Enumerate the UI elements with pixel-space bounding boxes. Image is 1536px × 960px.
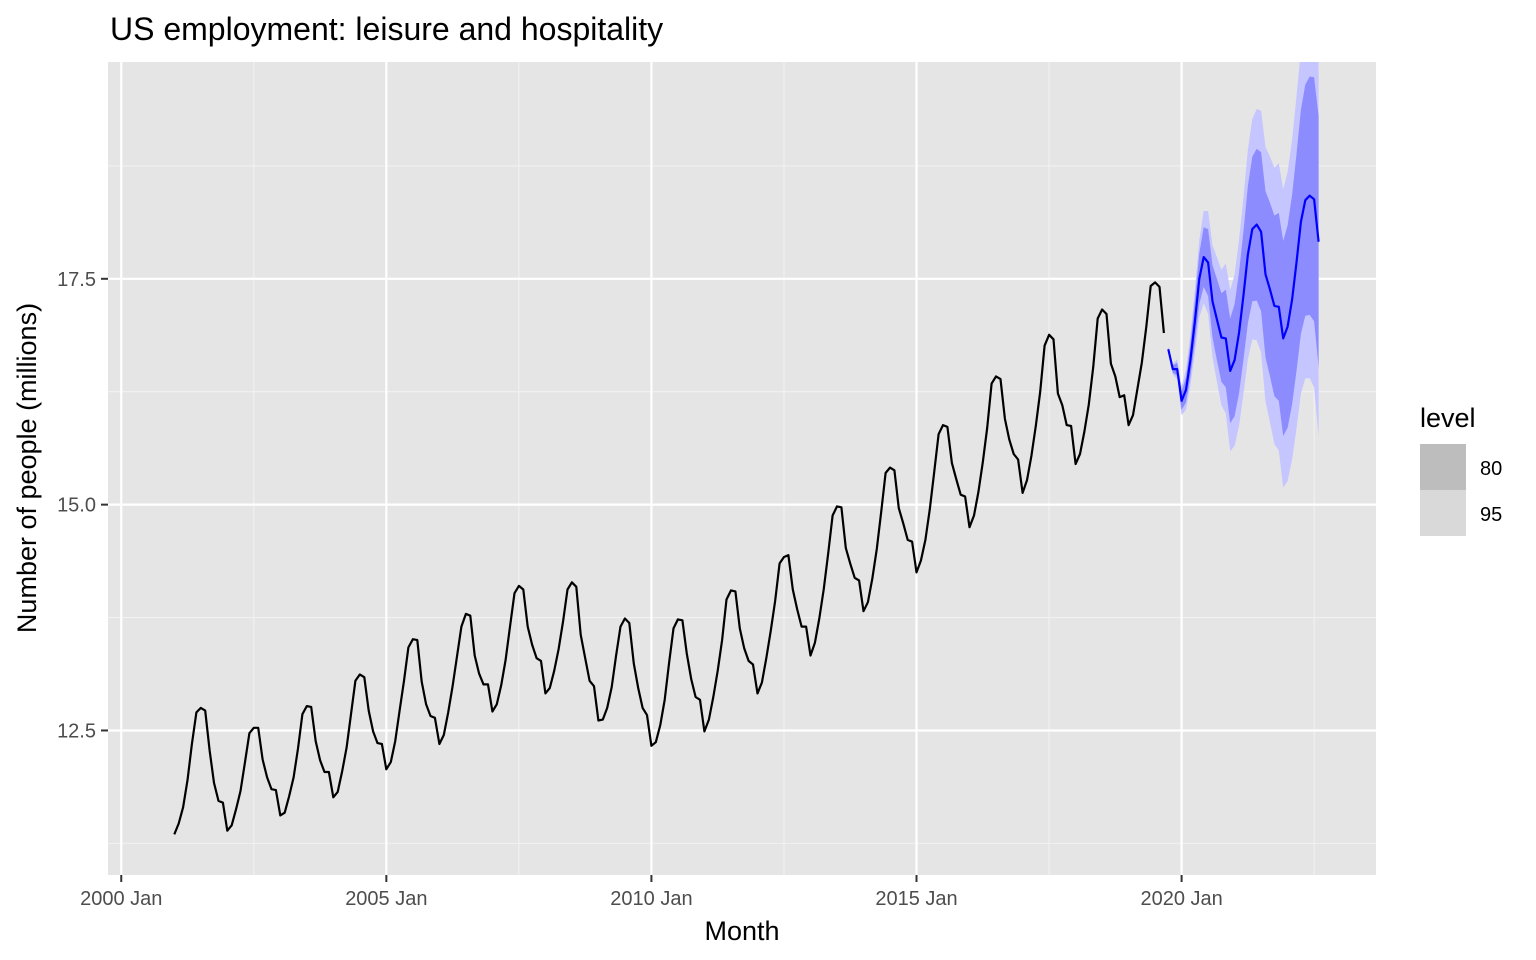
x-tick-label: 2005 Jan bbox=[345, 888, 427, 910]
x-tick-label: 2015 Jan bbox=[875, 888, 957, 910]
y-tick-label: 17.5 bbox=[57, 269, 96, 291]
x-tick-label: 2020 Jan bbox=[1140, 888, 1222, 910]
y-tick-label: 12.5 bbox=[57, 720, 96, 742]
forecast-interval-80 bbox=[1168, 76, 1319, 436]
y-axis: 12.5 15.0 17.5 bbox=[57, 269, 108, 742]
plot-panel bbox=[108, 62, 1376, 875]
legend-label-80: 80 bbox=[1480, 458, 1502, 480]
legend-key-95 bbox=[1420, 490, 1466, 536]
y-axis-title: Number of people (millions) bbox=[12, 303, 42, 633]
minor-gridlines bbox=[108, 62, 1376, 875]
chart-title: US employment: leisure and hospitality bbox=[110, 11, 663, 47]
y-tick-label: 15.0 bbox=[57, 495, 96, 517]
legend: level 80 95 bbox=[1420, 403, 1502, 536]
x-axis-title: Month bbox=[704, 916, 779, 946]
x-tick-label: 2000 Jan bbox=[80, 888, 162, 910]
history-series-line bbox=[173, 281, 1165, 835]
legend-title: level bbox=[1420, 403, 1476, 433]
legend-label-95: 95 bbox=[1480, 504, 1502, 526]
legend-key-80 bbox=[1420, 444, 1466, 490]
x-tick-label: 2010 Jan bbox=[610, 888, 692, 910]
forecast-series-line bbox=[1167, 194, 1320, 402]
x-axis: 2000 Jan 2005 Jan 2010 Jan 2015 Jan 2020 Jan bbox=[80, 875, 1223, 910]
